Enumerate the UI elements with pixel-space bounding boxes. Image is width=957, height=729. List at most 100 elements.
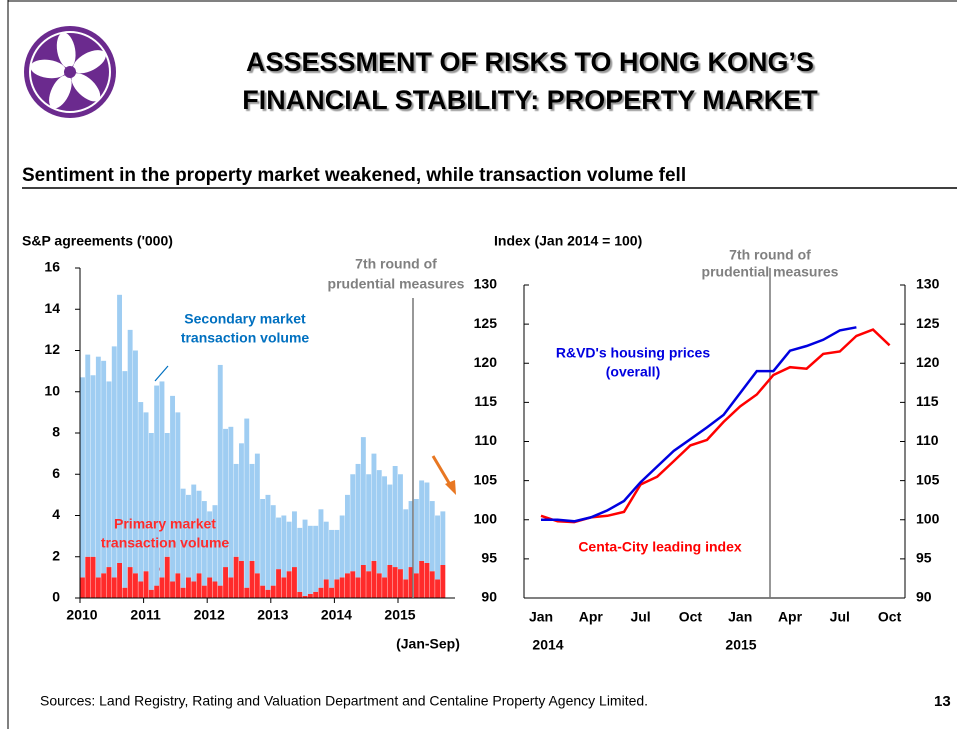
x-tick-label: Jan — [529, 609, 553, 625]
bar — [350, 474, 356, 572]
bar — [191, 581, 197, 598]
bar — [244, 587, 250, 598]
bar — [413, 573, 419, 598]
bar — [360, 565, 366, 598]
bar — [170, 581, 175, 598]
bar — [127, 567, 133, 598]
bar — [302, 595, 308, 598]
y-tick-label: 105 — [474, 471, 498, 487]
bar — [366, 571, 372, 598]
title-line: ASSESSMENT OF RISKS TO HONG KONG’S — [246, 47, 814, 77]
bar — [371, 453, 377, 561]
bar — [392, 466, 398, 568]
bar — [429, 571, 435, 598]
bar — [398, 474, 403, 570]
bar — [138, 402, 144, 582]
bar — [323, 521, 329, 580]
bar — [85, 354, 91, 557]
bar — [265, 589, 271, 598]
x-tick-label: Jul — [830, 609, 850, 625]
bar — [323, 579, 329, 598]
bar — [249, 463, 255, 561]
bar — [413, 499, 419, 574]
arrow-head — [445, 480, 456, 495]
annotation: Secondary market — [184, 311, 306, 327]
y-tick-label: 10 — [44, 382, 60, 398]
y-tick-label: 100 — [474, 510, 498, 526]
y-tick-label: 14 — [44, 300, 60, 316]
bar — [260, 585, 266, 598]
bar — [254, 573, 260, 598]
y-tick-label: 0 — [52, 589, 60, 605]
bar — [133, 350, 138, 574]
bar — [127, 329, 133, 568]
bar — [297, 591, 303, 598]
bar — [276, 517, 281, 570]
bar — [201, 585, 207, 598]
bar — [292, 567, 297, 598]
bar — [186, 577, 191, 598]
bar — [339, 577, 345, 598]
y2-tick-label: 110 — [916, 432, 939, 448]
x-tick-label: Oct — [878, 609, 902, 625]
bar — [196, 573, 202, 598]
bar — [217, 585, 223, 598]
bar — [419, 560, 425, 598]
x-tick-label: Jul — [630, 609, 650, 625]
bar — [360, 437, 366, 565]
bar — [345, 573, 350, 598]
bar — [217, 364, 223, 586]
bar — [345, 494, 350, 574]
x-tick-label: Apr — [579, 609, 604, 625]
bar — [117, 294, 122, 563]
line-series — [541, 326, 857, 523]
y2-tick-label: 130 — [916, 276, 940, 292]
bar — [154, 585, 160, 598]
y-tick-label: 4 — [52, 506, 60, 522]
annotation: prudential measures — [328, 276, 465, 292]
bar — [122, 587, 128, 598]
x-year-label: 2014 — [532, 637, 563, 653]
bar — [265, 494, 271, 590]
bar — [106, 381, 112, 568]
annotation: R&VD's housing prices — [556, 345, 710, 361]
annotation: (overall) — [606, 364, 660, 380]
bar — [435, 515, 440, 580]
x-tick-label: Apr — [778, 609, 803, 625]
y-tick-label: 90 — [481, 589, 497, 605]
y-tick-label: 12 — [44, 341, 60, 357]
bar — [122, 371, 128, 588]
page-number: 13 — [934, 693, 951, 710]
bar — [95, 356, 101, 578]
bar — [408, 501, 414, 568]
bar — [398, 569, 403, 598]
title-line: FINANCIAL STABILITY: PROPERTY MARKET — [242, 85, 818, 115]
pointer — [154, 365, 169, 382]
bar — [440, 511, 446, 565]
bar — [85, 556, 91, 598]
bar — [164, 556, 170, 598]
bar — [80, 377, 85, 578]
bar — [419, 480, 425, 561]
bar — [148, 589, 154, 598]
bar — [329, 529, 334, 588]
bar — [286, 571, 292, 598]
x-tick-label: 2014 — [321, 607, 352, 623]
bar — [302, 519, 308, 596]
y-axis-label: Index (Jan 2014 = 100) — [494, 233, 642, 249]
bar — [207, 511, 213, 578]
bar — [313, 525, 319, 592]
bar — [170, 395, 175, 582]
bar — [318, 587, 324, 598]
bar — [307, 525, 313, 594]
annotation: Centa-City leading index — [578, 539, 742, 555]
bar — [196, 490, 202, 574]
bar — [334, 529, 340, 580]
bar — [355, 463, 361, 578]
bar — [387, 484, 393, 565]
bar — [382, 577, 387, 598]
bar — [270, 505, 276, 586]
bar — [403, 509, 409, 580]
line-series — [540, 328, 891, 524]
bar — [440, 565, 446, 598]
